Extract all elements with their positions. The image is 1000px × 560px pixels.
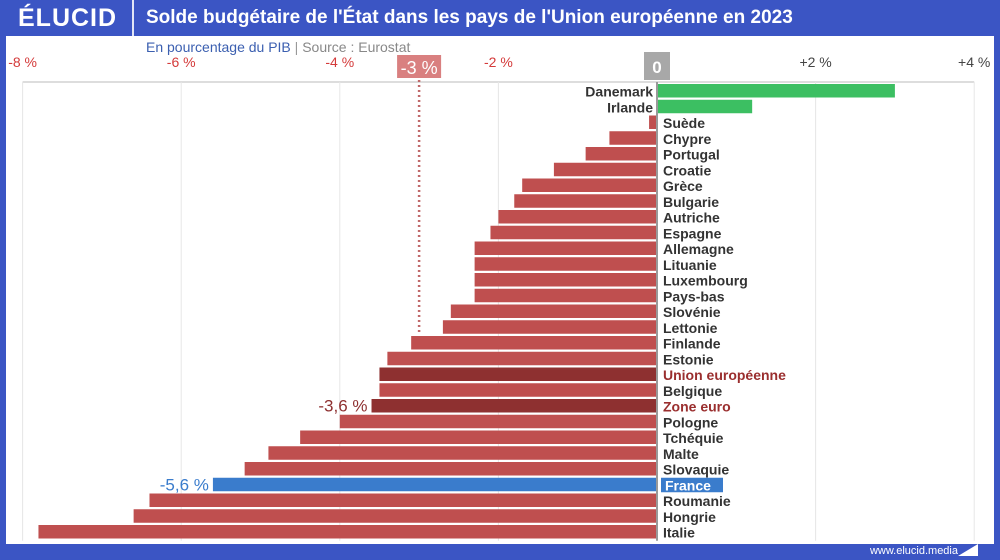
bar-croatie (553, 162, 657, 177)
chart-title: Solde budgétaire de l'État dans les pays… (146, 7, 793, 28)
chart-subtitle: En pourcentage du PIB | Source : Eurosta… (146, 39, 410, 55)
category-label: Espagne (663, 225, 722, 241)
category-label: Finlande (663, 336, 721, 352)
bar-slovaquie (244, 462, 657, 476)
x-tick-label: -6 % (167, 54, 196, 70)
x-tick-label: -8 % (8, 54, 37, 70)
bar-pays-bas (474, 288, 657, 303)
category-label: Slovaquie (663, 462, 729, 478)
category-label: Portugal (663, 147, 720, 163)
x-tick-label: -4 % (325, 54, 354, 70)
data-label: -3,6 % (318, 397, 367, 416)
bar-finlande (411, 336, 657, 350)
category-label: Estonie (663, 351, 714, 367)
france-label-bg (661, 477, 723, 493)
category-label: Irlande (607, 99, 653, 115)
bar-portugal (585, 147, 657, 161)
bar-autriche (498, 210, 657, 224)
x-tick-label: +4 % (958, 54, 990, 70)
category-label: Croatie (663, 162, 711, 178)
bar-tchéquie (300, 430, 657, 444)
bar-slovénie (450, 304, 657, 318)
category-label: France (665, 477, 711, 493)
reference-badge (397, 55, 442, 78)
bar-belgique (379, 383, 657, 397)
category-label: Belgique (663, 383, 722, 399)
brand-flag-icon (958, 544, 978, 556)
bar-france (212, 477, 658, 492)
category-label: Pologne (663, 414, 718, 430)
reference-label: -3 % (401, 58, 438, 78)
category-label: Union européenne (663, 367, 786, 383)
category-label: Slovénie (663, 304, 721, 320)
x-tick-label: +2 % (799, 54, 831, 70)
bar-malte (268, 446, 657, 460)
bar-chypre (609, 131, 657, 145)
category-label: Lituanie (663, 257, 717, 273)
bar-espagne (490, 225, 657, 240)
category-label: Tchéquie (663, 430, 724, 446)
category-label: Hongrie (663, 509, 716, 525)
bar-italie (38, 525, 657, 539)
bar-lettonie (442, 320, 657, 334)
header-divider (132, 0, 134, 36)
bar-danemark (657, 84, 895, 98)
category-label: Zone euro (663, 399, 731, 415)
zero-badge (644, 52, 670, 80)
category-label: Luxembourg (663, 273, 748, 289)
category-label: Bulgarie (663, 194, 719, 210)
category-label: Danemark (585, 84, 653, 100)
x-tick-label: 0 (652, 58, 661, 77)
bar-suède (649, 115, 657, 129)
x-tick-label: -2 % (484, 54, 513, 70)
data-label: -5,6 % (160, 475, 209, 494)
logo: ÉLUCID (18, 4, 118, 32)
bar-irlande (657, 99, 753, 114)
category-label: Malte (663, 446, 699, 462)
category-label: Chypre (663, 131, 711, 147)
category-label: Grèce (663, 178, 703, 194)
bar-luxembourg (474, 273, 657, 287)
bar-bulgarie (514, 194, 657, 208)
bar-grèce (522, 178, 657, 192)
category-label: Suède (663, 115, 705, 131)
bar-roumanie (149, 493, 658, 507)
bar-hongrie (133, 509, 657, 523)
category-label: Roumanie (663, 493, 731, 509)
bar-allemagne (474, 241, 657, 255)
bar-zone-euro (371, 399, 657, 413)
category-label: Pays-bas (663, 288, 725, 304)
bar-estonie (387, 351, 657, 366)
category-label: Lettonie (663, 320, 718, 336)
category-label: Allemagne (663, 241, 734, 257)
bar-pologne (339, 414, 657, 429)
category-label: Italie (663, 525, 695, 541)
bar-lituanie (474, 257, 657, 271)
header: ÉLUCID Solde budgétaire de l'État dans l… (0, 0, 1000, 36)
category-label: Autriche (663, 210, 720, 226)
bar-union-européenne (379, 367, 657, 381)
footer-url[interactable]: www.elucid.media (869, 545, 958, 557)
